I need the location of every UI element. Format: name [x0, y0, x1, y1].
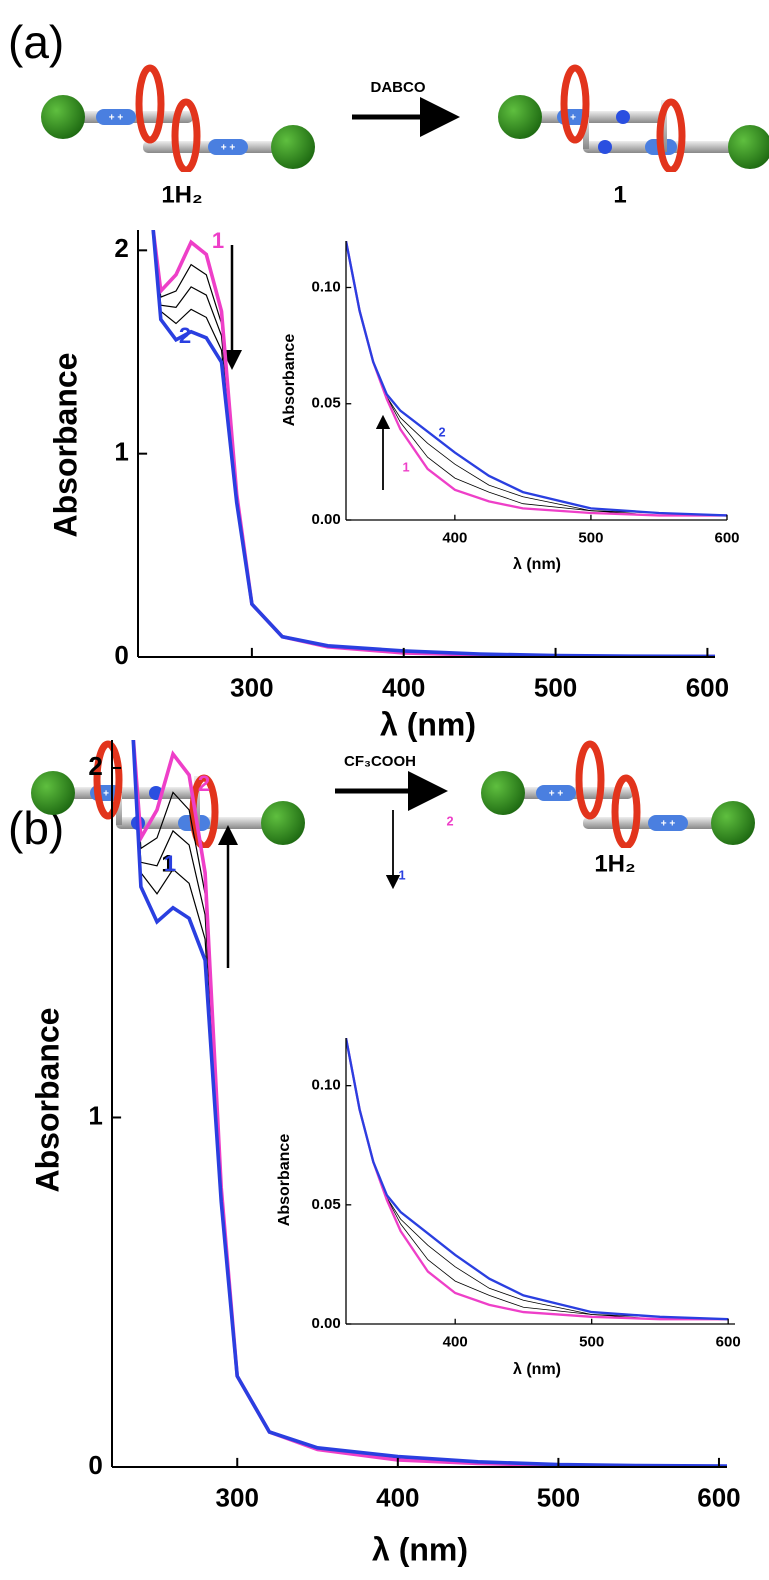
y-tick-label: 0.10 [312, 278, 341, 295]
chart: 400 500 600 0.00 0.05 0.10 λ (nm) Absorbance 2 1 [276, 813, 740, 1378]
series-label: 2 [446, 813, 453, 828]
spectrum-line [151, 230, 715, 657]
spectrum-line [346, 1038, 729, 1320]
reagent: CF₃COOH [344, 753, 416, 770]
molecule [41, 68, 315, 170]
x-axis-label: λ (nm) [372, 1531, 468, 1567]
y-axis-label: Absorbance [276, 1134, 293, 1227]
y-tick-label: 0.05 [312, 395, 341, 412]
spectrum-line [346, 1038, 729, 1321]
x-axis-label: λ (nm) [380, 706, 476, 742]
y-tick-label: 1 [88, 1100, 102, 1130]
x-tick-label: 500 [537, 1482, 580, 1512]
spectrum-line [152, 230, 715, 657]
y-tick-label: 0.00 [312, 1315, 341, 1332]
spectrum-line [152, 230, 715, 657]
y-tick-label: 0 [114, 640, 128, 670]
panel-label: (a) [8, 16, 64, 68]
x-tick-label: 600 [686, 672, 729, 702]
series-label: 1 [398, 867, 405, 882]
series-label: 1 [212, 228, 224, 253]
spectrum-line [346, 241, 727, 517]
spectrum-line [152, 230, 715, 657]
y-axis-label: Absorbance [281, 334, 298, 427]
x-tick-label: 300 [230, 672, 273, 702]
y-tick-label: 2 [88, 751, 102, 781]
x-tick-label: 400 [382, 672, 425, 702]
spectrum-line [346, 1038, 729, 1320]
x-tick-label: 400 [376, 1482, 419, 1512]
chart: 300 400 500 600 0 1 2 λ (nm) Absorbance 2 1 [29, 740, 741, 1567]
y-tick-label: 0 [88, 1450, 102, 1480]
y-tick-label: 2 [114, 233, 128, 263]
y-axis-label: Absorbance [29, 1008, 65, 1193]
spectrum-line [346, 1038, 729, 1321]
spectrum-line [131, 740, 727, 1467]
x-tick-label: 400 [443, 1334, 468, 1351]
series-label: 2 [198, 771, 210, 796]
spectrum-line [132, 740, 727, 1467]
compound-label: 1 [161, 850, 174, 877]
molecule [481, 744, 755, 846]
spectrum-line [131, 740, 727, 1467]
x-tick-label: 600 [716, 1334, 741, 1351]
y-tick-label: 0.00 [312, 511, 341, 528]
compound-label: 1 [613, 181, 626, 208]
series-label: 2 [179, 323, 191, 348]
spectrum-line [132, 740, 727, 1467]
x-axis-label: λ (nm) [513, 1361, 561, 1378]
x-tick-label: 600 [714, 530, 739, 547]
reagent: DABCO [371, 79, 426, 96]
x-tick-label: 400 [442, 530, 467, 547]
molecule [498, 68, 769, 170]
y-tick-label: 1 [114, 437, 128, 467]
compound-label: 1H₂ [161, 181, 202, 208]
chart: 300 400 500 600 0 1 2 λ (nm) Absorbance 1 2 [47, 228, 729, 743]
spectrum-line [132, 740, 727, 1467]
y-axis-label: Absorbance [47, 353, 83, 538]
series-label: 1 [164, 851, 176, 876]
x-axis-label: λ (nm) [513, 556, 561, 573]
x-tick-label: 500 [534, 672, 577, 702]
compound-label: 1H₂ [594, 850, 635, 877]
series-label: 2 [438, 424, 445, 439]
x-tick-label: 600 [697, 1482, 740, 1512]
x-tick-label: 300 [216, 1482, 259, 1512]
molecule [31, 744, 305, 846]
series-label: 1 [402, 459, 409, 474]
spectrum-line [151, 230, 715, 657]
y-tick-label: 0.05 [312, 1196, 341, 1213]
y-tick-label: 0.10 [312, 1077, 341, 1094]
x-tick-label: 500 [578, 530, 603, 547]
chart: 400 500 600 0.00 0.05 0.10 λ (nm) Absorbance 1 2 [281, 241, 740, 573]
x-tick-label: 500 [579, 1334, 604, 1351]
